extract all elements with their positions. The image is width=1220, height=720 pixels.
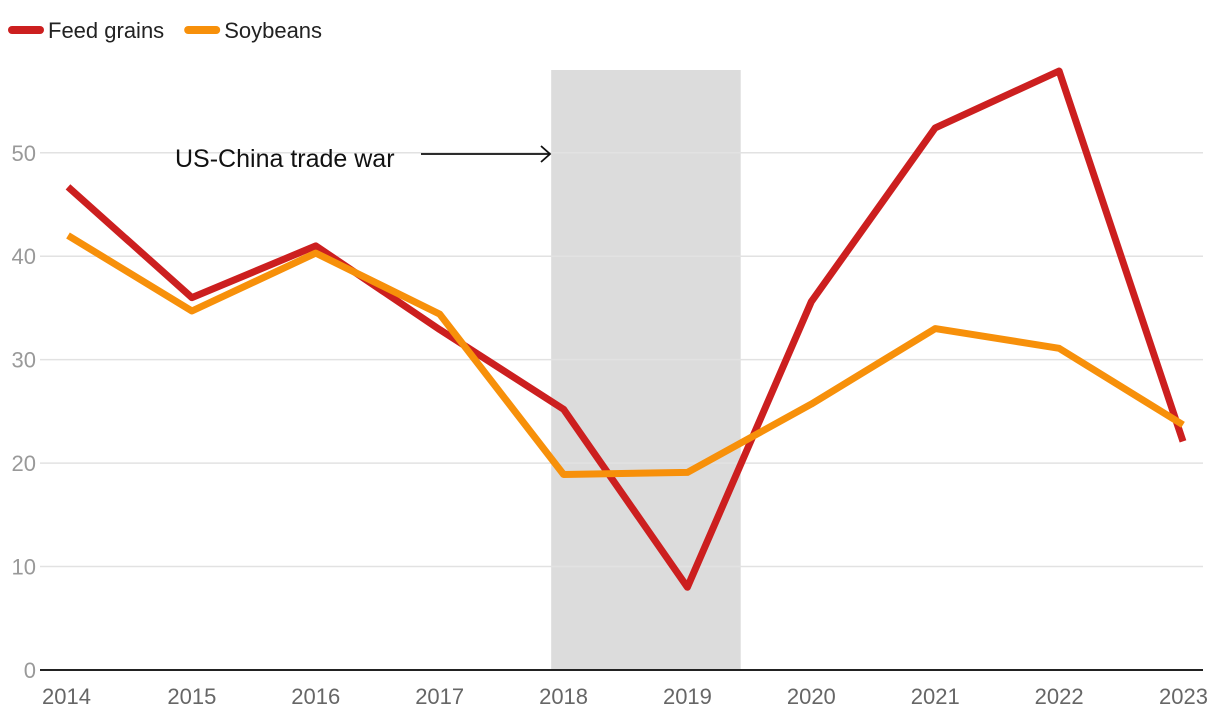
y-tick-label: 0 [24,658,36,683]
series-line-soybeans [66,232,1185,478]
x-tick-label: 2014 [42,684,91,709]
y-tick-label: 50 [12,141,36,166]
trade-war-shaded-region [551,69,741,671]
x-tick-label: 2017 [415,684,464,709]
x-tick-label: 2022 [1035,684,1084,709]
grid-layer: 0 10 20 30 40 50 [12,141,1203,683]
x-tick-label: 2020 [787,684,836,709]
x-axis: 2014 2015 2016 2017 2018 2019 2020 2021 2022 2023 [40,669,1208,709]
series-line-feed-grains [65,67,1187,591]
x-tick-label: 2021 [911,684,960,709]
legend: Feed grains Soybeans [8,18,322,43]
annotation: US-China trade war [175,145,552,173]
legend-item-soybeans: Soybeans [184,18,322,43]
y-tick-label: 10 [12,555,36,580]
x-tick-label: 2018 [539,684,588,709]
x-tick-label: 2023 [1159,684,1208,709]
x-tick-label: 2019 [663,684,712,709]
legend-label: Feed grains [48,18,164,43]
legend-label: Soybeans [224,18,322,43]
legend-item-feed-grains: Feed grains [8,18,164,43]
annotation-arrow-head [540,145,552,163]
shade-layer [551,69,741,671]
y-tick-label: 40 [12,244,36,269]
y-tick-label: 20 [12,451,36,476]
x-tick-label: 2016 [291,684,340,709]
series-layer [65,67,1187,591]
annotation-text: US-China trade war [175,145,395,173]
y-tick-label: 30 [12,348,36,373]
x-tick-label: 2015 [167,684,216,709]
